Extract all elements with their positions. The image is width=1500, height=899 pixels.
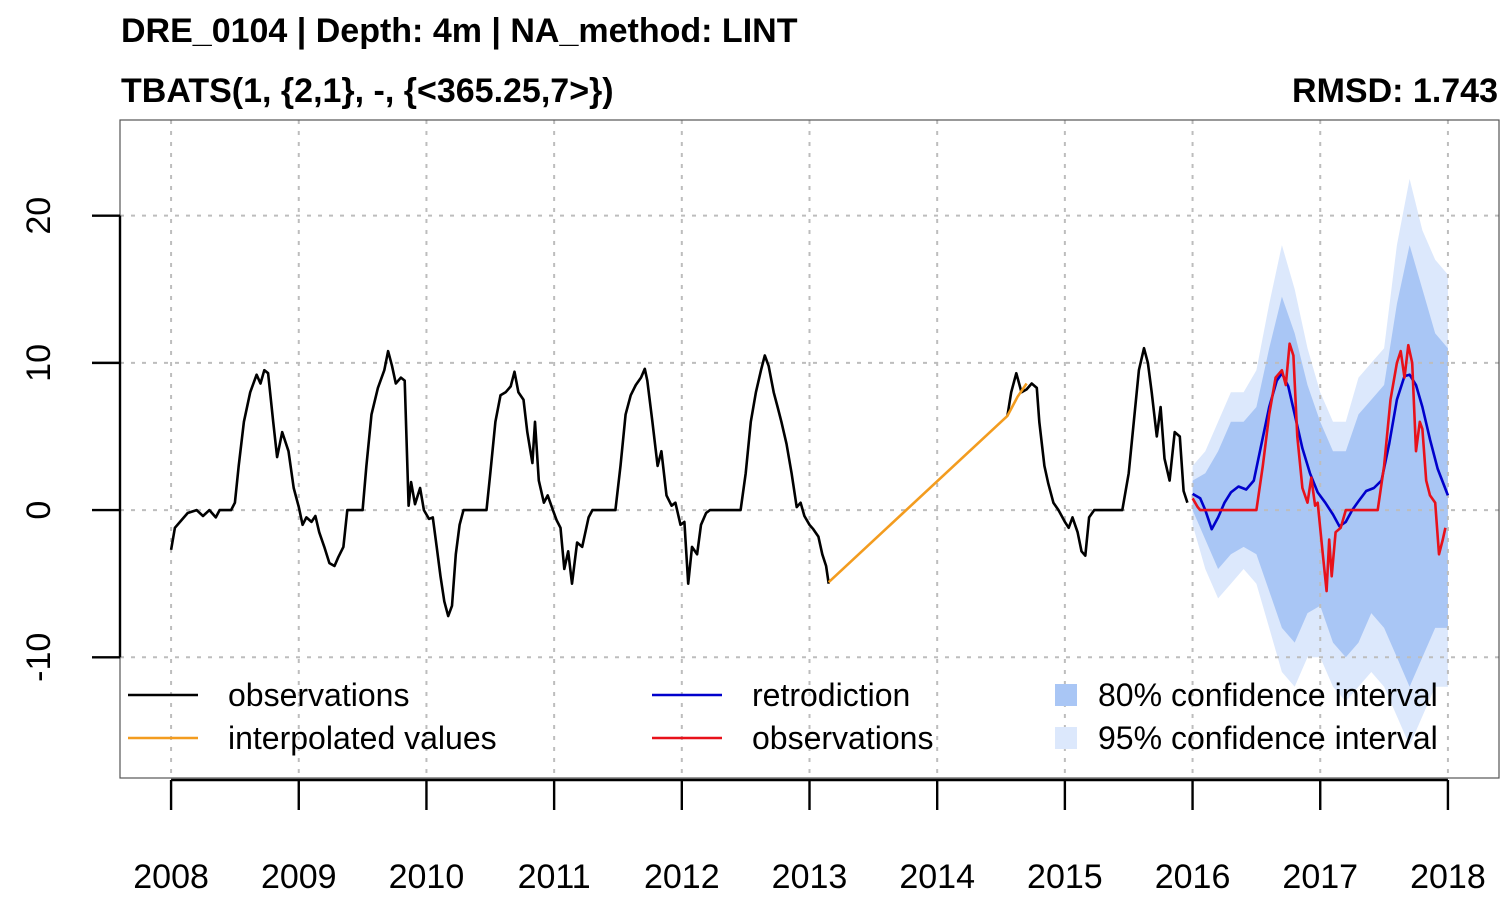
legend-label: interpolated values — [228, 720, 497, 756]
x-tick-label: 2009 — [261, 858, 337, 896]
model-subtitle: TBATS(1, {2,1}, -, {<365.25,7>}) — [121, 72, 614, 110]
series-line-observations-0 — [169, 349, 830, 618]
x-tick-label: 2008 — [133, 858, 209, 896]
series-line-interpolated-values-2 — [827, 382, 1028, 584]
x-tick-label: 2010 — [389, 858, 465, 896]
x-tick-label: 2017 — [1282, 858, 1358, 896]
y-tick-label: -10 — [20, 633, 58, 682]
x-tick-label: 2015 — [1027, 858, 1103, 896]
legend: observations interpolated values retrodict… — [128, 677, 1438, 756]
series-line-observations-continued-1 — [1006, 346, 1189, 558]
x-tick-label: 2012 — [644, 858, 720, 896]
y-tick-label: 10 — [20, 344, 58, 382]
x-tick-label: 2016 — [1155, 858, 1231, 896]
y-tick-label: 0 — [20, 501, 58, 520]
y-tick-label: 20 — [20, 197, 58, 235]
x-tick-label: 2014 — [899, 858, 975, 896]
series-line-observations-4 — [1191, 342, 1447, 593]
legend-swatch-box — [1055, 727, 1077, 749]
legend-label: observations — [752, 720, 933, 756]
x-tick-label: 2013 — [772, 858, 848, 896]
series-lines — [169, 342, 1450, 618]
legend-swatch-box — [1055, 684, 1077, 706]
x-tick-label: 2011 — [518, 858, 591, 896]
x-axis: 2008 2009 2010 2011 2012 2013 2014 2015 2016 2017… — [133, 778, 1486, 896]
legend-label: retrodiction — [752, 677, 910, 713]
legend-label: observations — [228, 677, 409, 713]
chart-title: DRE_0104 | Depth: 4m | NA_method: LINT — [121, 12, 798, 50]
x-tick-label: 2018 — [1410, 858, 1486, 896]
legend-label: 95% confidence interval — [1098, 720, 1438, 756]
legend-label: 80% confidence interval — [1098, 677, 1438, 713]
band-80-confidence-interval — [1192, 245, 1448, 687]
y-axis: -10 0 10 20 — [20, 197, 122, 682]
rmsd-value: RMSD: 1.743 — [1292, 72, 1498, 110]
